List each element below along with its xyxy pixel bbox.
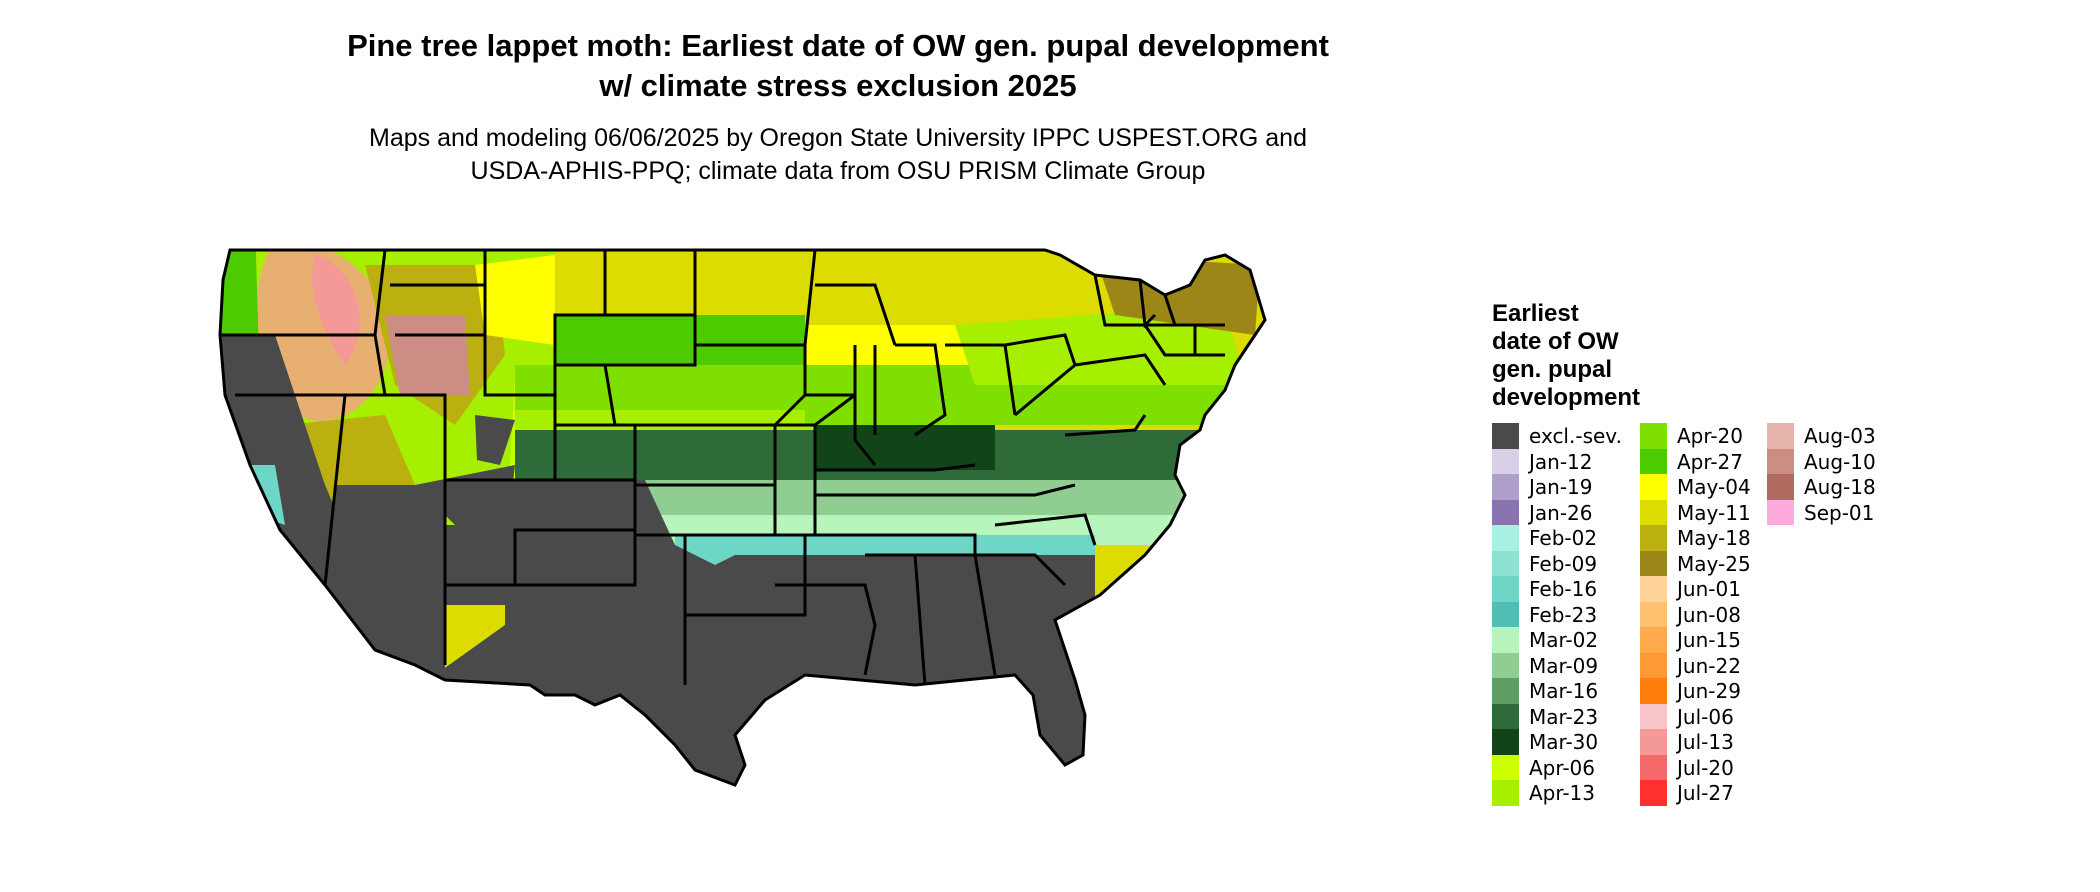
- legend-swatch: [1492, 499, 1519, 525]
- legend-label: excl.-sev.: [1529, 424, 1622, 448]
- legend-label: Aug-10: [1804, 449, 1876, 474]
- legend-label: Apr-06: [1529, 755, 1595, 780]
- legend-label: Apr-20: [1677, 424, 1743, 448]
- legend-swatch: [1492, 601, 1519, 627]
- legend-swatch: [1492, 652, 1519, 678]
- legend-swatch: [1640, 627, 1667, 653]
- map-title-line-1: Pine tree lappet moth: Earliest date of …: [347, 28, 1329, 63]
- legend-title: Earliest date of OW gen. pupal developme…: [1492, 300, 1712, 412]
- legend-swatch: [1767, 448, 1794, 474]
- legend-swatch: [1640, 729, 1667, 755]
- legend-swatch: [1640, 652, 1667, 678]
- map-subtitle-line-2: USDA-APHIS-PPQ; climate data from OSU PR…: [470, 157, 1206, 185]
- legend-label: Jan-19: [1529, 475, 1593, 499]
- legend-swatch: [1640, 525, 1667, 551]
- legend-swatch: [1640, 550, 1667, 576]
- legend-swatch: [1767, 474, 1794, 500]
- legend-label: Feb-02: [1529, 526, 1598, 550]
- legend-label: Jun-15: [1677, 628, 1741, 652]
- legend-label: Mar-09: [1529, 653, 1599, 678]
- map-subtitle: Maps and modeling 06/06/2025 by Oregon S…: [0, 122, 1676, 188]
- legend-label: Sep-01: [1804, 500, 1875, 525]
- legend-label: Jul-06: [1677, 704, 1734, 729]
- legend-label: May-04: [1677, 475, 1751, 499]
- legend-swatch: [1492, 729, 1519, 755]
- legend-swatch: [1492, 525, 1519, 551]
- legend-swatch: [1492, 474, 1519, 500]
- legend-swatch: [1492, 678, 1519, 704]
- legend-swatch: [1640, 423, 1667, 449]
- legend-swatch: [1640, 448, 1667, 474]
- legend-swatch: [1492, 627, 1519, 653]
- legend-swatch: [1640, 576, 1667, 602]
- legend-label: Jan-26: [1529, 500, 1593, 525]
- legend-label: Aug-03: [1804, 424, 1876, 448]
- legend-label: Apr-27: [1677, 449, 1743, 474]
- legend-label: Jul-20: [1677, 755, 1734, 780]
- legend-swatch: [1492, 448, 1519, 474]
- us-phenology-map: [218, 248, 1267, 787]
- legend-title-line: Earliest: [1492, 300, 1579, 327]
- legend-swatch: [1492, 423, 1519, 449]
- legend-swatch: [1492, 780, 1519, 806]
- legend-swatch: [1640, 703, 1667, 729]
- legend-title-line: date of OW: [1492, 328, 1619, 355]
- legend-swatch: [1492, 576, 1519, 602]
- legend-swatch: [1767, 423, 1794, 449]
- legend-label: Apr-13: [1529, 781, 1595, 805]
- legend-swatch: [1640, 474, 1667, 500]
- map-title: Pine tree lappet moth: Earliest date of …: [0, 26, 1676, 106]
- legend-label: Feb-16: [1529, 577, 1598, 601]
- legend-title-line: development: [1492, 384, 1641, 411]
- legend-title-line: gen. pupal: [1492, 356, 1612, 383]
- legend-label: Jun-29: [1677, 679, 1741, 703]
- legend-label: Jun-22: [1677, 653, 1741, 678]
- legend-label: Mar-30: [1529, 730, 1599, 754]
- legend-swatch: [1640, 678, 1667, 704]
- legend-label: Feb-23: [1529, 602, 1598, 627]
- map-subtitle-line-1: Maps and modeling 06/06/2025 by Oregon S…: [369, 124, 1307, 152]
- legend-swatch: [1640, 499, 1667, 525]
- legend-label: May-11: [1677, 500, 1751, 525]
- legend-swatch: [1492, 703, 1519, 729]
- legend-swatch: [1492, 754, 1519, 780]
- legend-label: Jul-27: [1677, 781, 1734, 805]
- map-fill: [220, 250, 1265, 785]
- legend-swatch: [1640, 780, 1667, 806]
- legend-label: May-25: [1677, 551, 1751, 576]
- legend-swatch: [1767, 499, 1794, 525]
- legend-swatch: [1492, 550, 1519, 576]
- legend-label: May-18: [1677, 526, 1751, 550]
- legend-label: Aug-18: [1804, 475, 1876, 499]
- map-title-line-2: w/ climate stress exclusion 2025: [599, 68, 1077, 103]
- legend-label: Mar-16: [1529, 679, 1599, 703]
- legend-swatch: [1640, 601, 1667, 627]
- legend-label: Mar-02: [1529, 628, 1599, 652]
- legend-label: Feb-09: [1529, 551, 1598, 576]
- legend-label: Mar-23: [1529, 704, 1599, 729]
- legend-label: Jun-08: [1677, 602, 1741, 627]
- legend-label: Jan-12: [1529, 449, 1593, 474]
- legend-swatch: [1640, 754, 1667, 780]
- legend-label: Jul-13: [1677, 730, 1734, 754]
- legend-label: Jun-01: [1677, 577, 1741, 601]
- state-boundaries: [218, 248, 1267, 787]
